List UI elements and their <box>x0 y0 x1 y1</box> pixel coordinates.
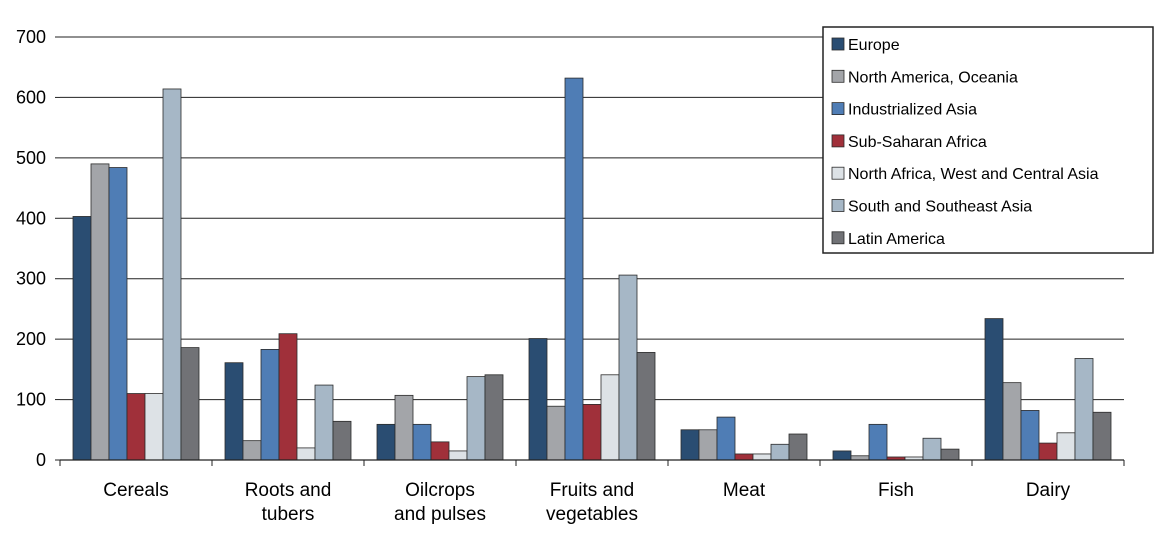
x-tick-label: Dairy <box>1026 480 1071 501</box>
legend-label: North America, Oceania <box>848 69 1018 86</box>
bar <box>770 443 790 461</box>
legend-label: Latin America <box>848 231 945 248</box>
bar <box>1038 442 1058 461</box>
x-tick-label-line: Roots and <box>245 480 332 501</box>
legend-swatch <box>831 166 845 180</box>
bar <box>1092 411 1112 461</box>
bar <box>868 423 888 461</box>
bar <box>564 77 584 461</box>
bar <box>144 393 164 461</box>
x-tick-label: Fruits and vegetables <box>546 480 638 525</box>
bar <box>922 437 942 461</box>
y-tick-label: 100 <box>16 390 46 410</box>
bar <box>278 333 298 461</box>
bar <box>162 88 182 461</box>
bar <box>72 216 92 461</box>
x-tick-label-line: vegetables <box>546 504 638 525</box>
bar <box>636 352 656 461</box>
legend-label: Europe <box>848 37 900 54</box>
bar <box>582 404 602 461</box>
legend-swatch <box>831 134 845 148</box>
x-tick-labels: Cereals Roots and tubers Oilcrops and pulses… <box>103 480 1070 525</box>
y-tick-label: 700 <box>16 27 46 47</box>
bar <box>90 163 110 461</box>
bar <box>224 362 244 461</box>
bar <box>412 423 432 461</box>
bar <box>734 453 754 461</box>
y-tick-label: 600 <box>16 87 46 107</box>
x-tick-label: Meat <box>723 480 766 501</box>
legend-swatch <box>831 37 845 51</box>
bar <box>314 384 334 461</box>
bar <box>680 429 700 461</box>
bar <box>716 416 736 461</box>
bar <box>850 455 870 461</box>
bar <box>466 376 486 461</box>
bar <box>332 420 352 461</box>
bars <box>72 77 1112 461</box>
legend-label: North Africa, West and Central Asia <box>848 166 1099 183</box>
bar <box>376 423 396 461</box>
bar <box>430 441 450 461</box>
x-tick-label: Roots and tubers <box>245 480 332 525</box>
bar <box>1020 410 1040 461</box>
x-tick-label-line: and pulses <box>394 504 486 525</box>
y-tick-label: 200 <box>16 329 46 349</box>
bar <box>180 347 200 461</box>
bar <box>600 374 620 461</box>
y-axis: 0 100 200 300 400 500 600 700 <box>16 27 60 470</box>
bar <box>528 338 548 461</box>
x-tick-label-line: Fruits and <box>550 480 634 501</box>
legend-swatch <box>831 199 845 212</box>
bar <box>242 440 262 461</box>
x-tick-label: Fish <box>878 480 914 501</box>
bar <box>108 167 128 461</box>
x-tick-label-line: Fish <box>878 480 914 501</box>
bar <box>832 450 852 461</box>
bar <box>546 405 566 461</box>
x-tick-label-line: Meat <box>723 480 766 501</box>
y-tick-label: 0 <box>36 450 46 470</box>
bar <box>940 448 960 461</box>
bar <box>260 349 280 461</box>
legend-swatch <box>831 231 845 245</box>
x-tick-label-line: tubers <box>262 504 315 525</box>
legend-box <box>822 26 1154 254</box>
legend-swatch <box>831 69 845 83</box>
bar <box>698 429 718 461</box>
x-tick-label-line: Oilcrops <box>405 480 475 501</box>
bar <box>126 393 146 461</box>
x-axis <box>59 459 1125 466</box>
y-tick-label: 300 <box>16 269 46 289</box>
legend-label: South and Southeast Asia <box>848 199 1032 216</box>
legend-label: Sub-Saharan Africa <box>848 134 987 151</box>
y-tick-label: 400 <box>16 208 46 228</box>
x-tick-label-line: Cereals <box>103 480 168 501</box>
x-tick-label: Cereals <box>103 480 168 501</box>
legend-swatch <box>831 102 845 115</box>
y-tick-label: 500 <box>16 148 46 168</box>
bar <box>296 447 316 461</box>
bar <box>1056 432 1076 461</box>
bar <box>1002 382 1022 461</box>
bar <box>788 433 808 461</box>
legend: Europe North America, Oceania Industrializ… <box>822 26 1154 254</box>
bar <box>394 394 414 461</box>
x-tick-label: Oilcrops and pulses <box>394 480 486 525</box>
bar <box>1074 358 1094 461</box>
bar <box>618 274 638 461</box>
bar <box>984 318 1004 461</box>
bar <box>448 450 468 461</box>
bar <box>484 374 504 461</box>
bar <box>752 453 772 461</box>
x-tick-label-line: Dairy <box>1026 480 1071 501</box>
legend-label: Industrialized Asia <box>848 102 977 119</box>
gridlines <box>60 36 1124 401</box>
